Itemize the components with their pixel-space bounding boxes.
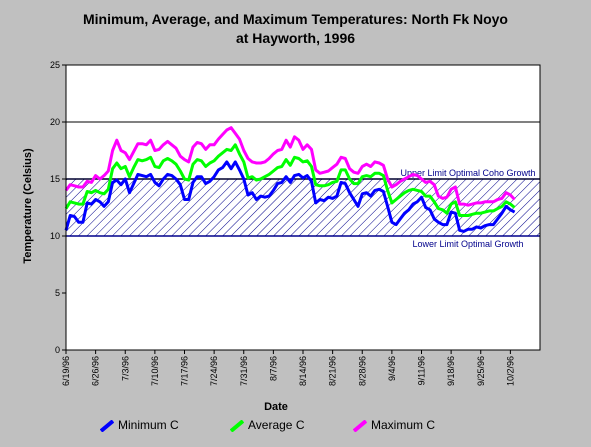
- x-tick-label: 8/14/96: [298, 356, 308, 386]
- series-line-minimum: [64, 160, 516, 233]
- legend-label: Minimum C: [118, 418, 179, 432]
- x-axis-label: Date: [264, 401, 288, 413]
- legend-label: Maximum C: [371, 418, 436, 432]
- x-tick-label: 8/21/96: [328, 356, 338, 386]
- legend-swatch: [99, 419, 115, 433]
- optimal-growth-band: [66, 179, 540, 236]
- y-tick-label: 0: [55, 345, 60, 355]
- upper-limit-label: Upper Limit Optimal Coho Growth: [400, 168, 535, 178]
- legend-item-maximum: Maximum C: [352, 418, 436, 433]
- y-tick-label: 25: [50, 60, 60, 70]
- y-tick-label: 5: [55, 288, 60, 298]
- x-tick-label: 9/4/96: [387, 356, 397, 381]
- x-tick-label: 7/31/96: [239, 356, 249, 386]
- legend-item-minimum: Minimum C: [99, 418, 179, 433]
- lower-limit-label: Lower Limit Optimal Growth: [412, 239, 523, 249]
- chart-title-line2: at Hayworth, 1996: [235, 30, 356, 46]
- y-tick-label: 10: [50, 231, 60, 241]
- legend-swatch: [229, 419, 245, 433]
- series-line-maximum: [64, 126, 516, 207]
- x-tick-label: 6/26/96: [91, 356, 101, 386]
- y-tick-label: 15: [50, 174, 60, 184]
- legend-label: Average C: [248, 418, 305, 432]
- x-tick-label: 7/3/96: [120, 356, 130, 381]
- chart-title-line1: Minimum, Average, and Maximum Temperatur…: [82, 11, 508, 27]
- x-tick-label: 10/2/96: [505, 356, 515, 386]
- x-tick-label: 9/25/96: [476, 356, 486, 386]
- x-tick-label: 8/28/96: [357, 356, 367, 386]
- x-tick-label: 7/17/96: [180, 356, 190, 386]
- x-tick-label: 8/7/96: [268, 356, 278, 381]
- x-tick-label: 9/11/96: [417, 356, 427, 385]
- x-tick-label: 6/19/96: [61, 356, 71, 386]
- x-tick-label: 7/10/96: [150, 356, 160, 386]
- x-tick-label: 7/24/96: [209, 356, 219, 386]
- series-line-average: [64, 143, 516, 217]
- legend-item-average: Average C: [229, 418, 305, 433]
- legend-swatch: [352, 419, 368, 433]
- y-axis-label: Temperature (Celsius): [22, 148, 34, 264]
- y-tick-label: 20: [50, 117, 60, 127]
- x-tick-label: 9/18/96: [446, 356, 456, 386]
